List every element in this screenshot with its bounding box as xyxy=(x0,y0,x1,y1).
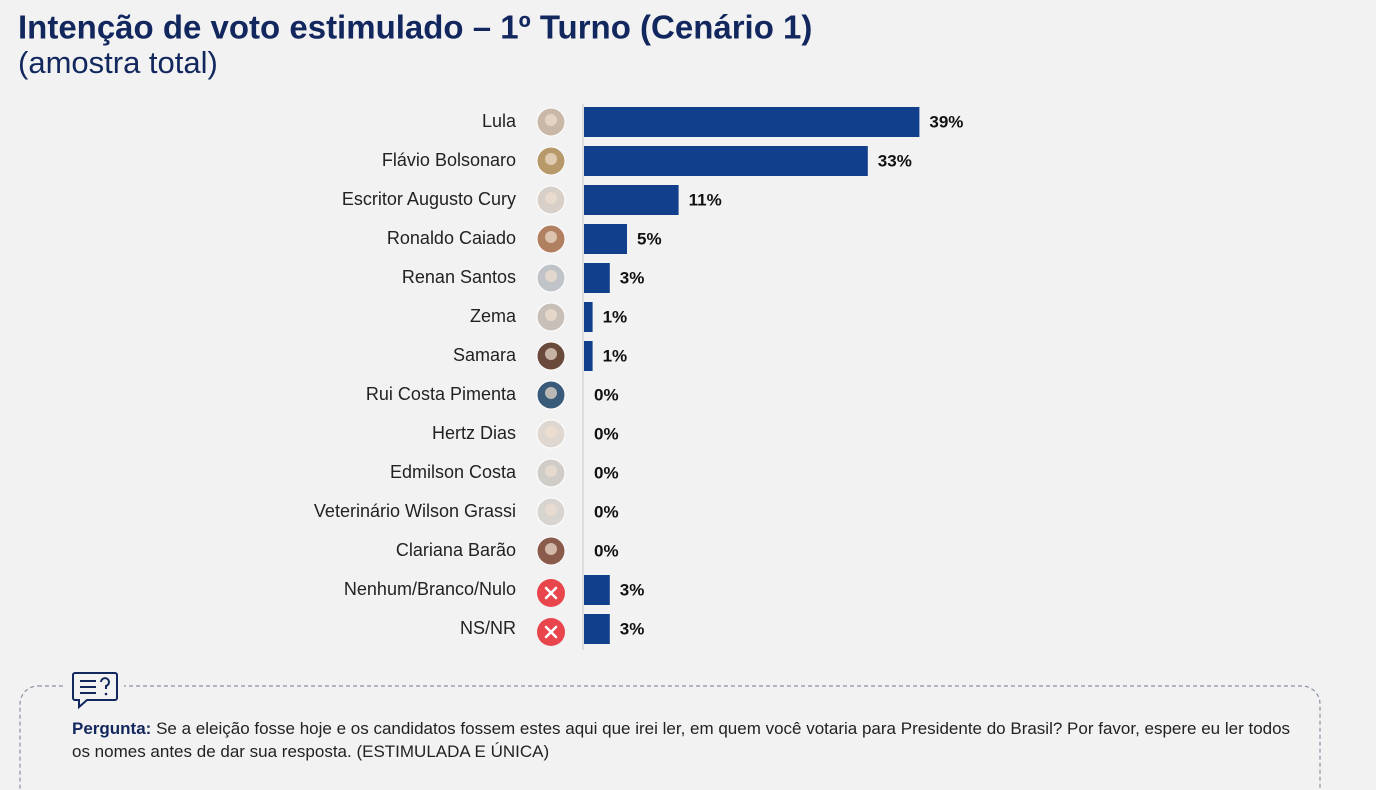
value-label: 1% xyxy=(603,346,628,365)
question: Pergunta: Se a eleição fosse hoje e os c… xyxy=(72,717,1307,763)
avatar-head xyxy=(545,231,557,243)
avatar-head xyxy=(545,270,557,282)
value-label: 0% xyxy=(594,463,619,482)
category-label: Rui Costa Pimenta xyxy=(366,384,517,404)
value-label: 3% xyxy=(620,580,645,599)
bar xyxy=(584,302,593,332)
value-label: 3% xyxy=(620,619,645,638)
value-label: 5% xyxy=(637,229,662,248)
avatar-head xyxy=(545,309,557,321)
value-label: 39% xyxy=(929,112,963,131)
avatar-head xyxy=(545,153,557,165)
category-label: Edmilson Costa xyxy=(390,462,517,482)
question-label: Pergunta: xyxy=(72,719,152,738)
category-label: NS/NR xyxy=(460,618,516,638)
bar xyxy=(584,146,868,176)
category-label: Hertz Dias xyxy=(432,423,516,443)
value-label: 3% xyxy=(620,268,645,287)
category-label: Clariana Barão xyxy=(396,540,516,560)
value-label: 1% xyxy=(603,307,628,326)
question-icon xyxy=(66,668,124,710)
bar xyxy=(584,614,610,644)
category-label: Nenhum/Branco/Nulo xyxy=(344,579,516,599)
bar xyxy=(584,575,610,605)
category-label: Samara xyxy=(453,345,517,365)
category-label: Veterinário Wilson Grassi xyxy=(314,501,516,521)
avatar-head xyxy=(545,504,557,516)
chart-title: Intenção de voto estimulado – 1º Turno (… xyxy=(18,9,812,46)
value-label: 33% xyxy=(878,151,912,170)
chart-subtitle: (amostra total) xyxy=(18,45,218,80)
bar xyxy=(584,224,627,254)
avatar-head xyxy=(545,114,557,126)
question-text: Se a eleição fosse hoje e os candidatos … xyxy=(72,719,1291,761)
avatar-head xyxy=(545,192,557,204)
bar xyxy=(584,263,610,293)
category-label: Renan Santos xyxy=(402,267,516,287)
question-box xyxy=(19,685,1321,790)
category-label: Escritor Augusto Cury xyxy=(342,189,516,209)
bar xyxy=(584,341,593,371)
category-label: Lula xyxy=(482,111,517,131)
avatar-head xyxy=(545,465,557,477)
value-label: 0% xyxy=(594,502,619,521)
bar xyxy=(584,185,679,215)
bar xyxy=(584,107,920,137)
avatar-head xyxy=(545,387,557,399)
value-label: 0% xyxy=(594,424,619,443)
avatar-head xyxy=(545,426,557,438)
none-icon-x xyxy=(544,586,558,600)
value-label: 0% xyxy=(594,385,619,404)
value-label: 0% xyxy=(594,541,619,560)
value-label: 11% xyxy=(689,190,722,209)
avatar-head xyxy=(545,543,557,555)
avatar-head xyxy=(545,348,557,360)
none-icon-x xyxy=(544,625,558,639)
category-label: Ronaldo Caiado xyxy=(387,228,516,248)
category-label: Zema xyxy=(470,306,517,326)
category-label: Flávio Bolsonaro xyxy=(382,150,516,170)
